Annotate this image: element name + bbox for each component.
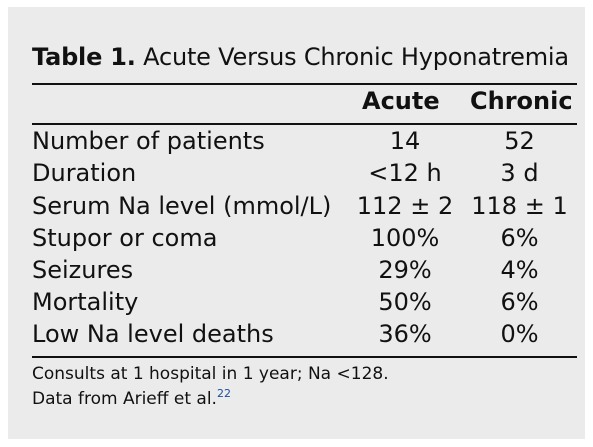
- header-rule: [32, 123, 577, 125]
- chronic-value: 52: [504, 127, 535, 155]
- table-title: Table 1. Acute Versus Chronic Hyponatrem…: [32, 43, 569, 71]
- table-panel: Table 1. Acute Versus Chronic Hyponatrem…: [8, 7, 585, 439]
- table-label: Table 1.: [32, 43, 136, 71]
- row-label: Stupor or coma: [32, 224, 218, 252]
- table-row: Duration <12 h 3 d: [32, 159, 577, 191]
- chronic-value: 6%: [500, 224, 539, 252]
- table-row: Low Na level deaths 36% 0%: [32, 320, 577, 352]
- acute-value: <12 h: [368, 159, 442, 187]
- chronic-value: 0%: [500, 320, 539, 348]
- chronic-value: 6%: [500, 288, 539, 316]
- table-row: Stupor or coma 100% 6%: [32, 224, 577, 256]
- row-label: Mortality: [32, 288, 139, 316]
- chronic-value: 118 ± 1: [471, 192, 568, 220]
- chronic-value: 3 d: [500, 159, 539, 187]
- chronic-value: 4%: [500, 256, 539, 284]
- acute-value: 29%: [378, 256, 432, 284]
- reference-link[interactable]: 22: [216, 387, 231, 400]
- row-label: Number of patients: [32, 127, 265, 155]
- row-label: Duration: [32, 159, 137, 187]
- row-label: Seizures: [32, 256, 134, 284]
- table-row: Seizures 29% 4%: [32, 256, 577, 288]
- table-row: Serum Na level (mmol/L) 112 ± 2 118 ± 1: [32, 192, 577, 224]
- column-header-acute: Acute: [362, 87, 440, 115]
- table-row: Mortality 50% 6%: [32, 288, 577, 320]
- row-label: Serum Na level (mmol/L): [32, 192, 332, 220]
- acute-value: 36%: [378, 320, 432, 348]
- footnote-consults: Consults at 1 hospital in 1 year; Na <12…: [32, 364, 389, 384]
- acute-value: 50%: [378, 288, 432, 316]
- bottom-rule: [32, 356, 577, 358]
- acute-value: 112 ± 2: [356, 192, 454, 220]
- table-row: Number of patients 14 52: [32, 127, 577, 159]
- acute-value: 100%: [370, 224, 440, 252]
- top-rule: [32, 83, 577, 85]
- column-header-chronic: Chronic: [470, 87, 573, 115]
- row-label: Low Na level deaths: [32, 320, 274, 348]
- footnote-source: Data from Arieff et al.22: [32, 387, 231, 409]
- acute-value: 14: [389, 127, 421, 155]
- table-caption: Acute Versus Chronic Hyponatremia: [143, 43, 569, 71]
- footnote-source-text: Data from Arieff et al.: [32, 389, 217, 409]
